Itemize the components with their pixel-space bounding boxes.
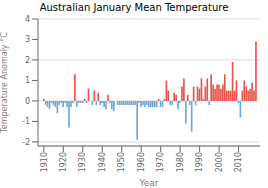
svg-text:4: 4 (25, 15, 30, 24)
svg-text:Year: Year (138, 178, 158, 188)
svg-text:2010: 2010 (234, 152, 243, 172)
svg-text:2: 2 (25, 56, 30, 65)
svg-text:-2: -2 (22, 138, 30, 147)
svg-text:1990: 1990 (195, 152, 204, 172)
svg-text:1920: 1920 (59, 152, 68, 172)
svg-text:1940: 1940 (98, 152, 107, 172)
svg-text:2000: 2000 (215, 152, 224, 172)
svg-text:3: 3 (25, 35, 30, 44)
html-text:Australian January Mean Temper: Australian January Mean Temperature (39, 2, 229, 13)
svg-text:1970: 1970 (156, 152, 165, 172)
svg-text:1980: 1980 (176, 152, 185, 172)
svg-text:1910: 1910 (40, 152, 49, 172)
svg-text:-1: -1 (22, 117, 30, 126)
svg-text:1930: 1930 (78, 152, 87, 172)
svg-text:Temperature Anomaly °C: Temperature Anomaly °C (8, 32, 9, 134)
svg-text:1: 1 (25, 76, 30, 85)
svg-text:1950: 1950 (117, 152, 126, 172)
svg-text:0: 0 (25, 97, 30, 106)
svg-text:1960: 1960 (137, 152, 146, 172)
